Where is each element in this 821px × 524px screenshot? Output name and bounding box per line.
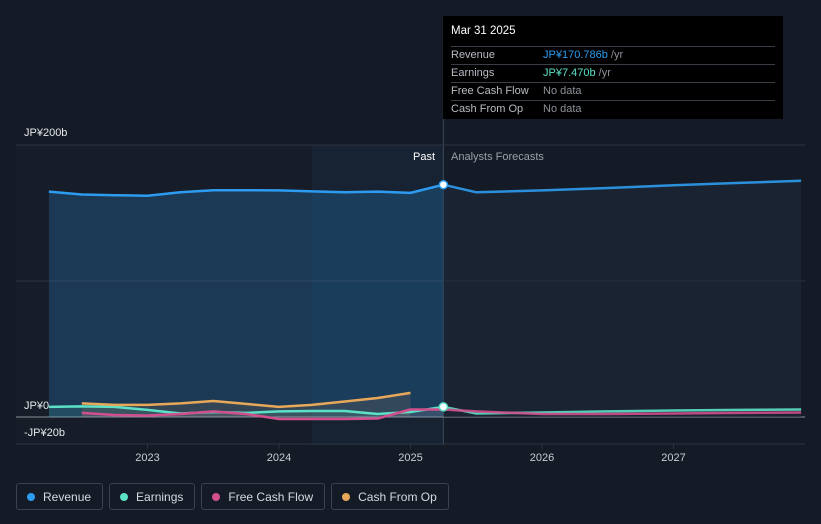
y-tick-label: JP¥200b [24, 127, 67, 139]
y-tick-label: -JP¥20b [24, 427, 65, 439]
y-tick-label: JP¥0 [24, 400, 49, 412]
x-tick-label: 2026 [530, 452, 554, 464]
series-lines [48, 179, 802, 421]
forecast-line-free-cash-flow [443, 408, 802, 416]
legend-dot-icon [342, 492, 351, 501]
tooltip: Mar 31 2025 Revenue JP¥170.786b /yr Earn… [443, 16, 783, 119]
forecast-area-revenue [443, 180, 802, 417]
legend-item-earnings[interactable]: Earnings [109, 483, 196, 510]
tooltip-value: JP¥170.786b [543, 49, 608, 61]
tooltip-row-revenue: Revenue JP¥170.786b /yr [451, 46, 775, 64]
tooltip-value: No data [543, 103, 582, 115]
area-free-cash-flow [81, 409, 444, 419]
legend-label: Cash From Op [358, 489, 437, 504]
axes: JP¥200b JP¥0 -JP¥20b 2023 2024 2025 2026 2027 [24, 127, 686, 464]
legend-label: Free Cash Flow [228, 489, 314, 504]
tooltip-value: JP¥7.470b [543, 67, 596, 79]
line-free-cash-flow [81, 408, 444, 421]
x-tick-label: 2025 [398, 452, 422, 464]
tooltip-date: Mar 31 2025 [451, 25, 516, 37]
forecast-line-revenue [443, 179, 802, 194]
past-label: Past [413, 151, 435, 163]
tooltip-unit: /yr [598, 67, 611, 79]
x-tick-label: 2024 [267, 452, 291, 464]
tooltip-label: Earnings [451, 67, 495, 79]
tooltip-label: Cash From Op [451, 103, 524, 115]
x-tick-label: 2023 [135, 452, 159, 464]
tooltip-label: Free Cash Flow [451, 85, 529, 97]
tooltip-value: No data [543, 85, 582, 97]
forecast-line-earnings [443, 405, 802, 415]
legend-dot-icon [212, 492, 221, 501]
x-tick-label: 2027 [661, 452, 685, 464]
tooltip-row-cfo: Cash From Op No data [451, 100, 775, 118]
legend: Revenue Earnings Free Cash Flow Cash Fro… [16, 483, 449, 510]
forecast-label: Analysts Forecasts [451, 151, 544, 163]
line-cash-from-op [81, 391, 411, 409]
earnings-marker [438, 402, 449, 412]
area-revenue [48, 184, 444, 417]
legend-label: Revenue [43, 489, 92, 504]
tooltip-row-earnings: Earnings JP¥7.470b /yr [451, 64, 775, 82]
revenue-marker [438, 179, 449, 190]
legend-item-cash-from-op[interactable]: Cash From Op [331, 483, 449, 510]
line-revenue [48, 183, 444, 197]
legend-item-revenue[interactable]: Revenue [16, 483, 104, 510]
tooltip-row-fcf: Free Cash Flow No data [451, 82, 775, 100]
tooltip-label: Revenue [451, 49, 496, 61]
legend-dot-icon [120, 492, 129, 501]
legend-item-free-cash-flow[interactable]: Free Cash Flow [201, 483, 326, 510]
tooltip-unit: /yr [610, 49, 624, 61]
series-areas [48, 180, 802, 419]
legend-label: Earnings [136, 489, 184, 504]
past-highlight [311, 145, 444, 445]
legend-dot-icon [27, 492, 35, 501]
